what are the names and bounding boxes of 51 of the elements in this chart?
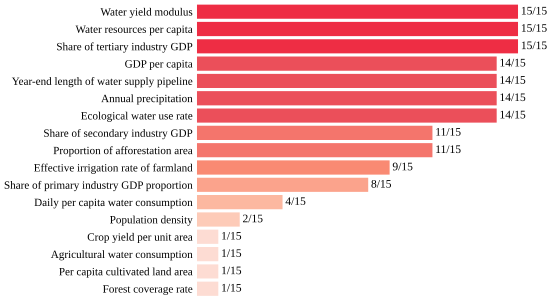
data-label: 4/15 [286, 197, 306, 206]
bar [196, 230, 218, 244]
bar [196, 22, 518, 36]
bar [196, 212, 240, 227]
y-tick-label: Proportion of afforestation area [53, 146, 193, 156]
y-tick-label: Crop yield per unit area [88, 232, 193, 244]
data-label: 11/15 [436, 145, 461, 154]
data-label: 14/15 [500, 58, 526, 67]
y-tick-label: GDP per capita [125, 60, 193, 70]
y-tick-label: Share of primary industry GDP proportion [4, 180, 193, 192]
data-label: 1/15 [222, 249, 242, 257]
y-tick-label: Share of secondary industry GDP [44, 128, 192, 140]
bar [196, 160, 390, 175]
y-tick-label: Per capita cultivated land area [59, 268, 193, 278]
data-label: 8/15 [371, 180, 392, 188]
data-label: 14/15 [500, 76, 526, 84]
data-label: 15/15 [522, 24, 547, 32]
data-label: 1/15 [222, 284, 242, 292]
y-tick-label: Water resources per capita [75, 25, 193, 36]
data-label: 15/15 [522, 6, 547, 15]
bar [196, 126, 432, 140]
bar [196, 264, 218, 279]
bar [196, 39, 518, 54]
y-tick-label: Year-end length of water supply pipeline [12, 77, 192, 88]
data-label: 1/15 [222, 266, 242, 274]
bar [196, 246, 218, 262]
y-tick-label: Annual precipitation [101, 94, 193, 104]
bar [196, 178, 368, 192]
y-tick-label: Water yield modulus [100, 8, 192, 18]
bar [196, 74, 497, 88]
y-tick-label: Population density [110, 216, 193, 226]
bar [196, 91, 497, 106]
y-tick-label: Ecological water use rate [81, 112, 192, 122]
data-label: 14/15 [500, 93, 526, 102]
bar [196, 195, 283, 210]
data-label: 15/15 [522, 41, 547, 50]
data-label: 1/15 [222, 232, 242, 240]
bar [196, 143, 432, 158]
y-tick-label: Share of tertiary industry GDP [57, 42, 192, 53]
y-tick-label: Agricultural water consumption [50, 250, 193, 260]
y-tick-label: Forest coverage rate [102, 285, 192, 295]
bar [196, 282, 218, 296]
data-label: 11/15 [436, 128, 461, 136]
bar [196, 4, 518, 19]
y-tick-label: Effective irrigation rate of farmland [34, 164, 193, 174]
y-tick-label: Daily per capita water consumption [34, 198, 193, 208]
bar [196, 56, 497, 71]
bar [196, 108, 497, 123]
data-label: 14/15 [500, 110, 526, 118]
data-label: 2/15 [243, 214, 263, 222]
data-label: 9/15 [392, 162, 412, 170]
